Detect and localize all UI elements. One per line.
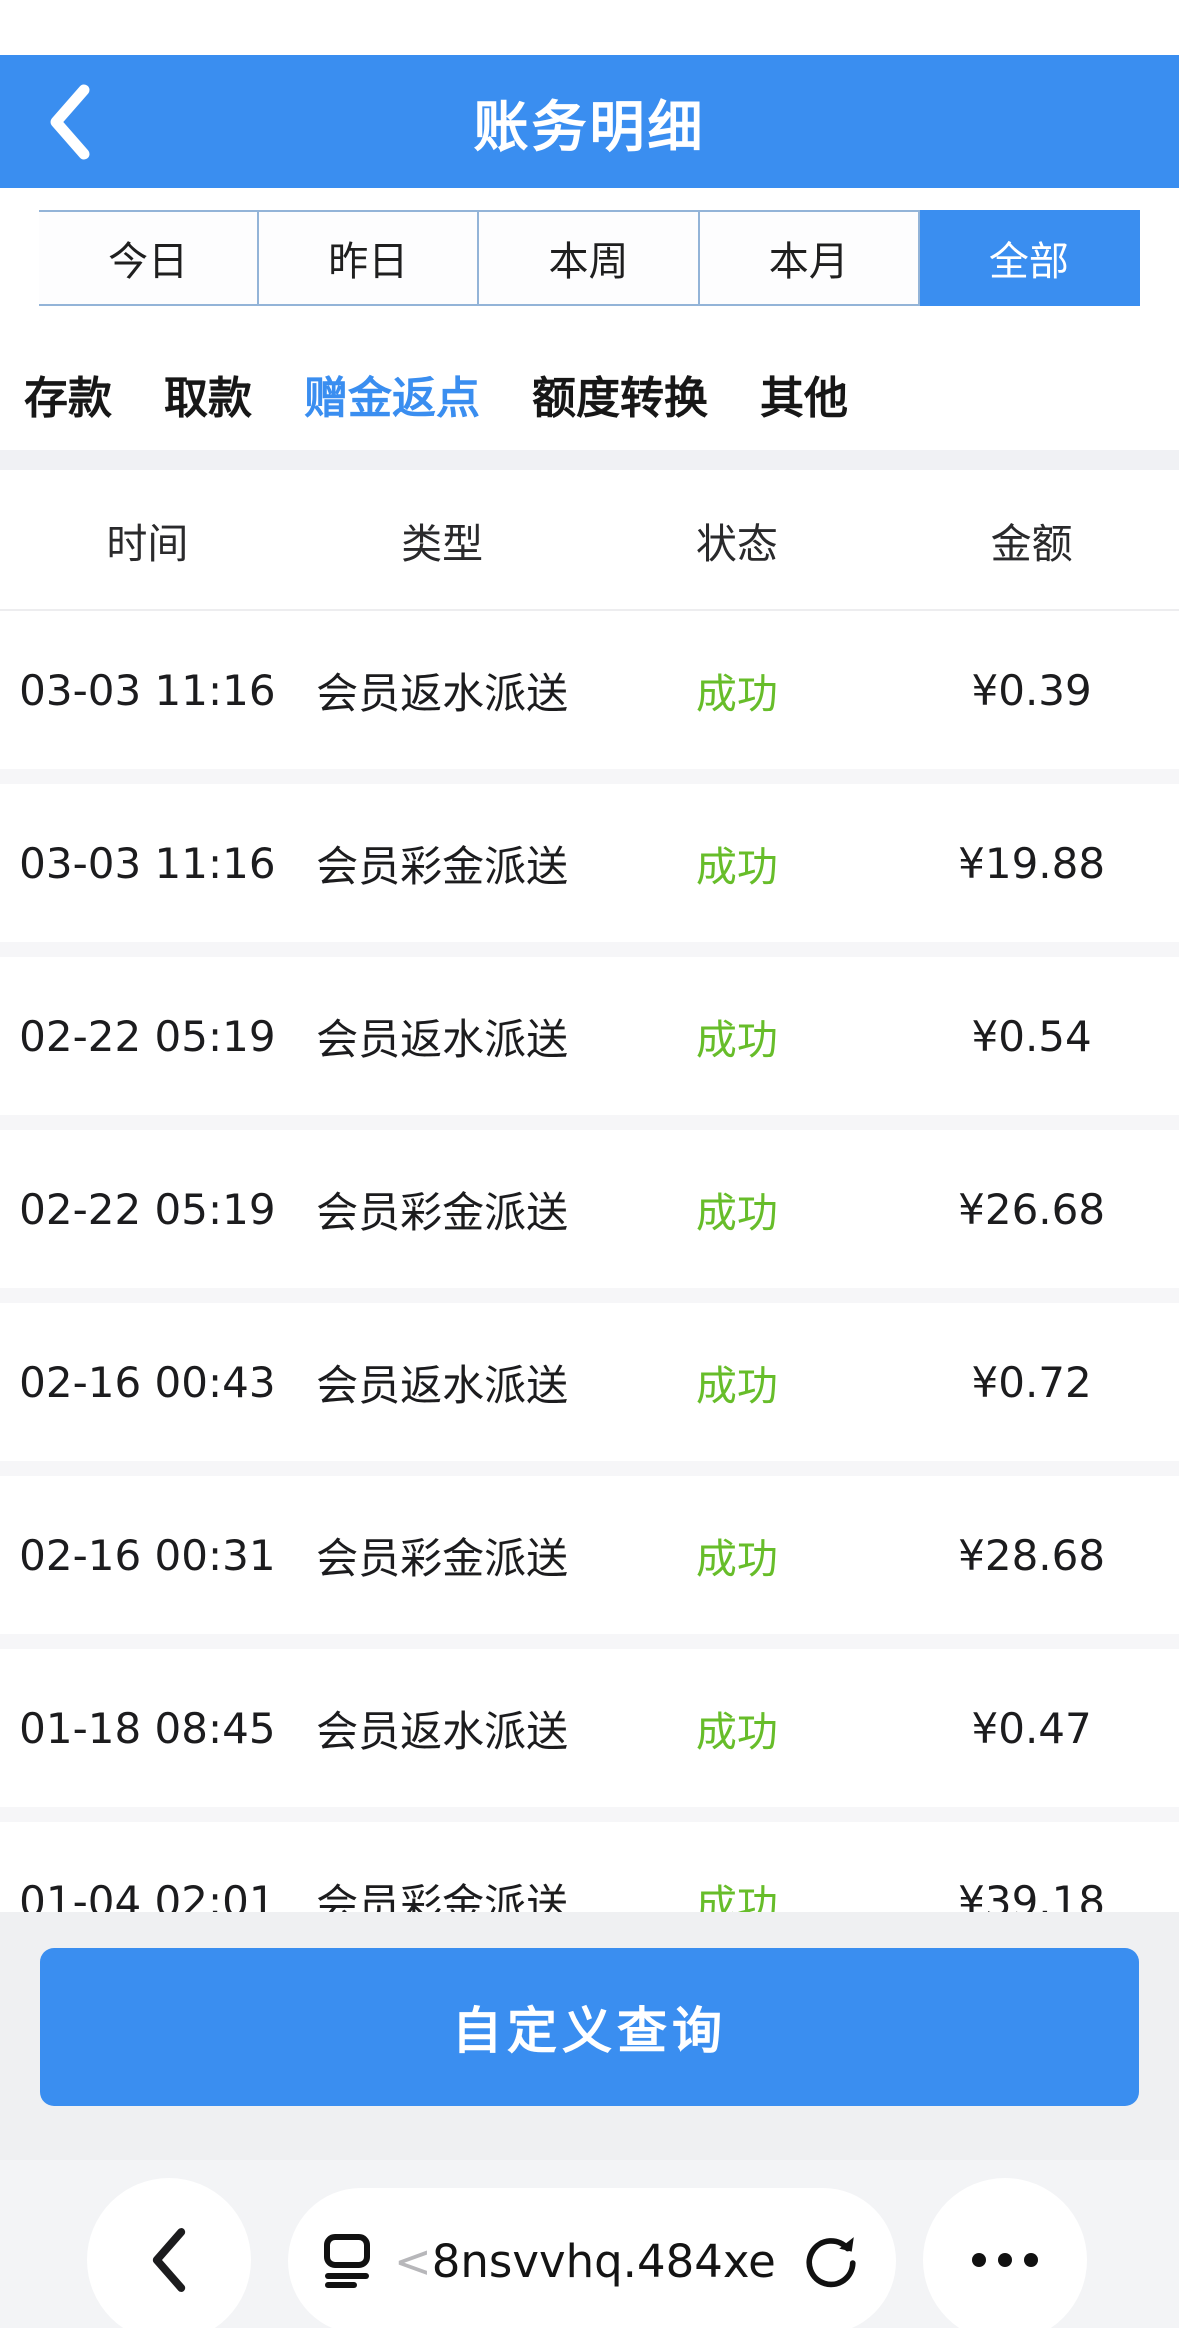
row-time: 02-16 00:43 <box>19 1357 276 1407</box>
row-status: 成功 <box>695 1535 778 1583</box>
date-filter-button[interactable]: 本周 <box>479 210 700 306</box>
category-tab[interactable]: 其他 <box>760 373 848 424</box>
category-tab[interactable]: 额度转换 <box>532 373 708 424</box>
row-amount: ¥0.54 <box>971 1011 1092 1061</box>
row-type: 会员彩金派送 <box>316 1533 569 1583</box>
row-status: 成功 <box>695 1362 778 1410</box>
row-time: 02-16 00:31 <box>19 1530 276 1580</box>
status-bar-strip <box>0 0 1179 55</box>
row-status: 成功 <box>695 1881 778 1913</box>
category-tab[interactable]: 存款 <box>24 373 112 424</box>
date-filter-button[interactable]: 全部 <box>919 210 1141 306</box>
table-row[interactable]: 02-22 05:19 会员返水派送 成功 ¥0.54 <box>0 957 1179 1115</box>
row-amount: ¥39.18 <box>958 1876 1106 1914</box>
table-row[interactable]: 03-03 11:16 会员彩金派送 成功 ¥19.88 <box>0 784 1179 942</box>
row-time: 03-03 11:16 <box>19 838 276 888</box>
browser-back-button[interactable] <box>87 2178 251 2328</box>
reader-page-icon <box>324 2234 370 2288</box>
row-type: 会员彩金派送 <box>316 841 569 891</box>
table-row[interactable]: 01-18 08:45 会员返水派送 成功 ¥0.47 <box>0 1649 1179 1807</box>
table-row[interactable]: 02-16 00:31 会员彩金派送 成功 ¥28.68 <box>0 1476 1179 1634</box>
custom-query-button[interactable]: 自定义查询 <box>40 1948 1139 2106</box>
row-time: 02-22 05:19 <box>19 1184 276 1234</box>
row-status: 成功 <box>695 1189 778 1237</box>
url-value: 8nsvvhq.484xe.com <box>431 2234 778 2288</box>
column-header-status: 状态 <box>695 519 778 568</box>
row-status: 成功 <box>695 1016 778 1064</box>
browser-menu-button[interactable] <box>923 2178 1087 2328</box>
table-header-row: 时间 类型 状态 金额 <box>0 470 1179 611</box>
table-row[interactable]: 02-16 00:43 会员返水派送 成功 ¥0.72 <box>0 1303 1179 1461</box>
transaction-list: 03-03 11:16 会员返水派送 成功 ¥0.39 03-03 11:16 … <box>0 611 1179 1913</box>
row-amount: ¥0.72 <box>971 1357 1092 1407</box>
refresh-icon <box>806 2237 856 2288</box>
date-filter-button[interactable]: 今日 <box>39 210 260 306</box>
address-bar[interactable]: <8nsvvhq.484xe.com <box>288 2188 896 2328</box>
row-type: 会员彩金派送 <box>316 1187 569 1237</box>
browser-navigation-bar: <8nsvvhq.484xe.com <box>0 2160 1179 2328</box>
back-button[interactable] <box>46 82 94 162</box>
refresh-button[interactable] <box>802 2232 860 2290</box>
column-header-amount: 金额 <box>990 519 1073 568</box>
url-clipped-prefix: < <box>394 2234 432 2288</box>
category-tabs: 存款 取款 赠金返点 额度转换 其他 <box>24 376 1179 422</box>
table-top-divider <box>0 450 1179 470</box>
category-tab[interactable]: 取款 <box>164 373 252 424</box>
table-row[interactable]: 02-22 05:19 会员彩金派送 成功 ¥26.68 <box>0 1130 1179 1288</box>
row-amount: ¥0.47 <box>971 1703 1092 1753</box>
row-amount: ¥19.88 <box>958 838 1106 888</box>
footer-panel: 自定义查询 <box>0 1912 1179 2160</box>
row-type: 会员返水派送 <box>316 668 569 718</box>
ellipsis-icon <box>972 2253 1038 2267</box>
category-tab[interactable]: 赠金返点 <box>304 373 480 424</box>
row-time: 01-04 02:01 <box>19 1876 276 1914</box>
row-type: 会员彩金派送 <box>316 1879 569 1914</box>
row-amount: ¥0.39 <box>971 665 1092 715</box>
row-type: 会员返水派送 <box>316 1706 569 1756</box>
date-filter-button[interactable]: 昨日 <box>259 210 480 306</box>
row-type: 会员返水派送 <box>316 1014 569 1064</box>
row-type: 会员返水派送 <box>316 1360 569 1410</box>
column-header-type: 类型 <box>401 519 484 568</box>
chevron-left-icon <box>152 2228 186 2292</box>
row-amount: ¥26.68 <box>958 1184 1106 1234</box>
app-header: 账务明细 <box>0 55 1179 188</box>
chevron-left-icon <box>50 84 90 159</box>
row-status: 成功 <box>695 1708 778 1756</box>
row-status: 成功 <box>695 843 778 891</box>
row-status: 成功 <box>695 670 778 718</box>
page-title: 账务明细 <box>473 94 706 159</box>
url-text: <8nsvvhq.484xe.com <box>394 2235 778 2288</box>
date-filter-button[interactable]: 本月 <box>699 210 920 306</box>
table-row[interactable]: 01-04 02:01 会员彩金派送 成功 ¥39.18 <box>0 1822 1179 1913</box>
row-time: 02-22 05:19 <box>19 1011 276 1061</box>
row-time: 01-18 08:45 <box>19 1703 276 1753</box>
table-row[interactable]: 03-03 11:16 会员返水派送 成功 ¥0.39 <box>0 611 1179 769</box>
row-time: 03-03 11:16 <box>19 665 276 715</box>
column-header-time: 时间 <box>106 519 189 568</box>
date-filter-group: 今日 昨日 本周 本月 全部 <box>39 210 1141 306</box>
row-amount: ¥28.68 <box>958 1530 1106 1580</box>
